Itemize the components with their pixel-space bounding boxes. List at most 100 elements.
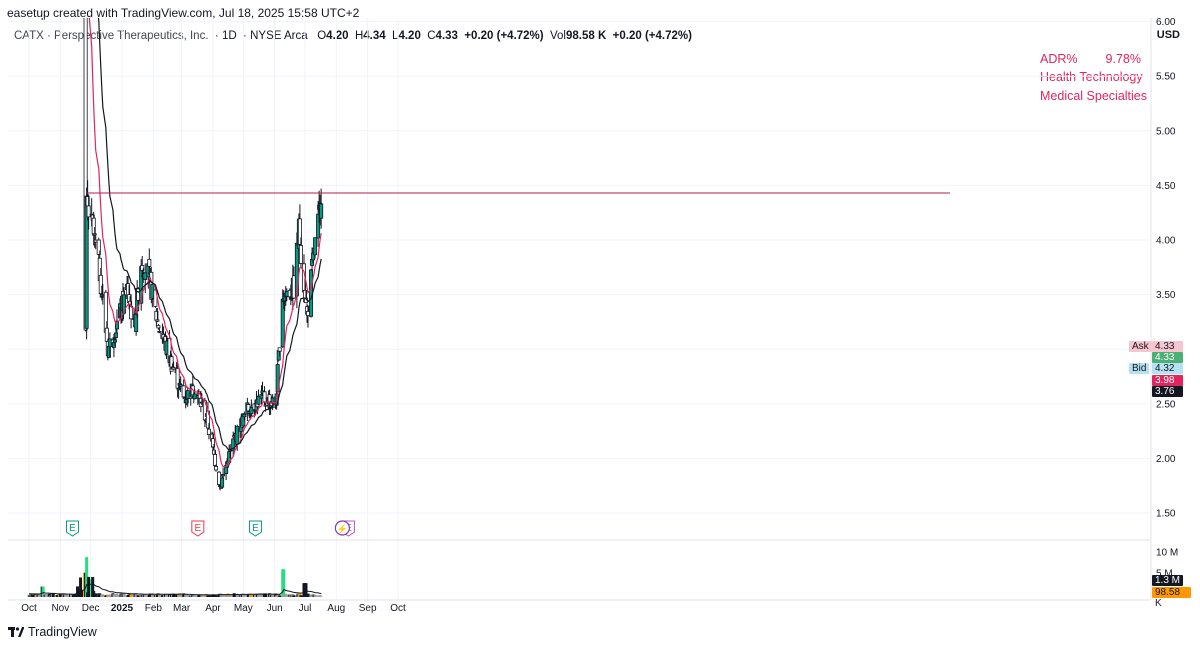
volume-bar <box>193 595 197 597</box>
volume-bar <box>299 595 303 597</box>
adr-value: 9.78% <box>1105 52 1141 66</box>
tradingview-logo-icon <box>8 627 24 637</box>
ask-label: Ask <box>1129 341 1152 352</box>
ema-slow-line <box>97 18 322 451</box>
volume-tick-label: 10 M <box>1156 548 1178 559</box>
x-tick-label: Feb <box>145 603 163 614</box>
volume-bar <box>256 593 260 597</box>
candle-body <box>134 313 139 333</box>
earnings-marker-shape <box>248 520 262 537</box>
candle-body <box>242 414 247 418</box>
earnings-marker-label: E <box>69 523 76 534</box>
y-tick-label: 4.50 <box>1156 181 1176 192</box>
volume-bars <box>27 557 323 597</box>
symbol-name[interactable]: CATX · Perspective Therapeutics, Inc. <box>14 30 209 42</box>
open-label: O <box>317 30 327 42</box>
candle-body <box>147 258 152 267</box>
volume-bar <box>182 593 186 597</box>
volume-bar <box>164 593 168 597</box>
volume-tick-label: 5 M <box>1156 569 1173 580</box>
symbol-legend[interactable]: CATX · Perspective Therapeutics, Inc. · … <box>14 30 692 42</box>
candle-body <box>155 319 160 322</box>
volume-bar <box>172 593 176 597</box>
low-label: L <box>392 30 399 42</box>
volume-bar <box>47 593 51 597</box>
volume-bar <box>76 586 80 597</box>
volume-bar <box>221 594 225 597</box>
dividend-marker-icon[interactable]: ⚡ <box>334 520 350 536</box>
candle-body <box>206 428 211 435</box>
earnings-marker-icon[interactable]: E <box>65 520 79 537</box>
x-tick-label: Nov <box>51 603 69 614</box>
vol-value: 98.58 K <box>566 30 607 42</box>
volume-bar <box>260 593 264 597</box>
candle-body <box>231 438 236 452</box>
volume-bar <box>115 593 119 597</box>
earnings-marker-icon[interactable]: E <box>248 520 262 537</box>
open-value: 4.20 <box>326 30 349 42</box>
candle-body <box>316 213 321 239</box>
volume-bar <box>150 593 154 597</box>
volume-bar <box>98 593 102 597</box>
candle-body <box>319 203 324 219</box>
high-value: 4.34 <box>363 30 386 42</box>
brand-name: TradingView <box>28 625 97 639</box>
y-tick-label: 3.50 <box>1156 290 1176 301</box>
x-tick-label: Aug <box>327 603 345 614</box>
candle-body <box>248 414 253 417</box>
volume-bar <box>65 595 69 597</box>
bid-value: 4.32 <box>1152 363 1183 374</box>
vol-avg-label: 1.3 M <box>1152 575 1183 586</box>
candle-body <box>178 384 183 387</box>
volume-bar <box>235 594 239 597</box>
candle-body <box>157 330 162 333</box>
moving-averages <box>86 18 950 468</box>
volume-bar <box>79 577 83 597</box>
exchange: NYSE Arca <box>250 30 308 42</box>
candle-body <box>241 413 246 427</box>
candle-body <box>210 438 215 448</box>
candle-body <box>214 465 219 471</box>
volume-bar <box>136 595 140 597</box>
x-tick-label: 2025 <box>111 603 134 614</box>
earnings-marker-icon[interactable]: E <box>191 520 205 537</box>
ema-fast-line <box>88 18 322 468</box>
volume-bar <box>232 593 236 597</box>
volume-bar <box>186 594 190 597</box>
dividend-marker-label: ⚡ <box>337 523 348 535</box>
ema-slow-label: 3.76 <box>1152 386 1183 397</box>
candle-body <box>96 239 101 255</box>
volume-bar <box>129 594 133 597</box>
volume-bar <box>282 569 286 597</box>
tradingview-brand[interactable]: TradingView <box>8 625 97 639</box>
volume-bar <box>80 589 84 597</box>
currency-label[interactable]: USD <box>1156 29 1180 41</box>
dividend-marker-circle <box>334 520 350 536</box>
volume-average-line <box>28 582 322 596</box>
volume-bar <box>249 594 253 597</box>
sector-label: Health Technology <box>1040 70 1143 84</box>
interval[interactable]: 1D <box>221 30 237 42</box>
earnings-marker-shape <box>191 520 205 537</box>
earnings-marker-shape <box>65 520 79 537</box>
grid-lines <box>8 18 1150 600</box>
y-tick-label: 2.50 <box>1156 399 1176 410</box>
event-markers[interactable]: EEEE⚡ <box>65 520 355 537</box>
volume-bar <box>101 594 105 597</box>
earnings-marker-label: E <box>252 523 259 534</box>
industry-label: Medical Specialties <box>1040 89 1147 103</box>
volume-bar <box>143 594 147 597</box>
candle-body <box>86 205 91 218</box>
candle-body <box>262 391 267 403</box>
x-tick-label: May <box>234 603 253 614</box>
change-value: +0.20 (+4.72%) <box>464 30 544 42</box>
volume-bar <box>44 594 48 597</box>
adr-label: ADR% <box>1040 52 1078 66</box>
x-tick-label: Dec <box>82 603 100 614</box>
volume-bar <box>85 557 89 597</box>
low-value: 4.20 <box>398 30 421 42</box>
created-by: easetup created with TradingView.com, Ju… <box>7 6 360 20</box>
volume-bar <box>87 576 91 597</box>
axes: 1.502.002.503.003.504.004.505.005.506.00… <box>8 17 1178 614</box>
